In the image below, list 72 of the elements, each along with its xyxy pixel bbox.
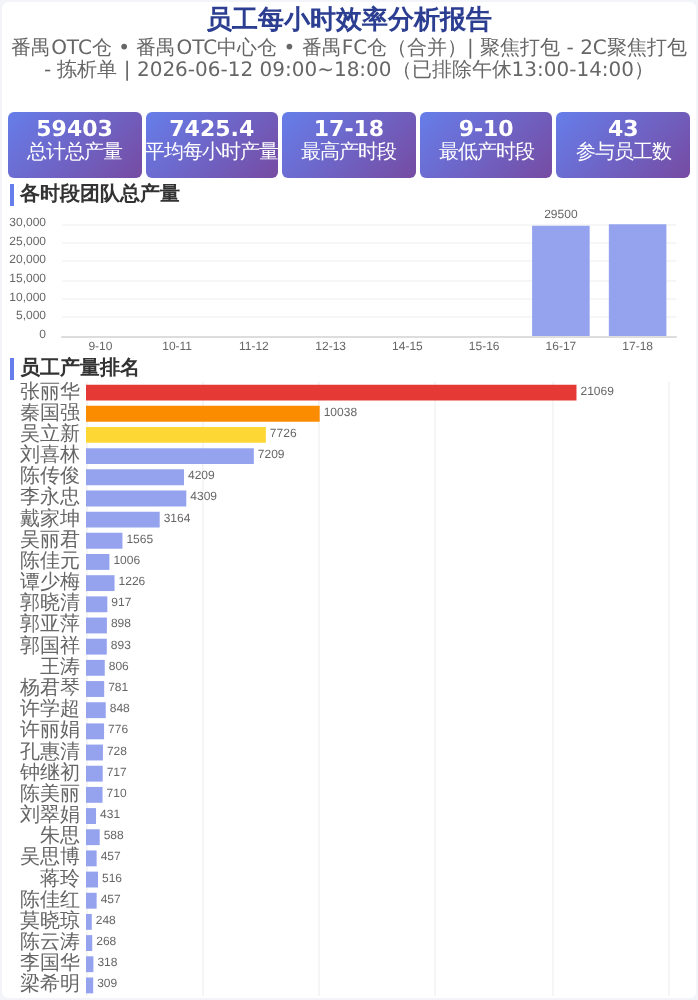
- bar: [86, 490, 187, 507]
- text: 59403: [36, 116, 115, 142]
- text: 总计总产量: [25, 142, 125, 164]
- y-tick-label: 吴丽君: [20, 529, 80, 552]
- y-tick-label: 朱思: [40, 824, 80, 849]
- bar: [86, 829, 100, 846]
- text: 最高产时段: [299, 142, 399, 164]
- bar: [86, 448, 254, 465]
- y-tick-label: 吴思博: [20, 845, 80, 870]
- bar: [86, 808, 97, 824]
- bar: [86, 617, 107, 634]
- bar: [86, 659, 105, 676]
- text: 最低产时段: [436, 142, 536, 164]
- y-tick-label: 郭国祥: [20, 633, 80, 658]
- y-tick-label: 许学超: [20, 697, 80, 722]
- text: 番禺OTC仓 • 番禺OTC中心仓 • 番禺FC仓（合并）| 聚焦打包 - 2C聚焦打包 - 拣析单 | 2026-06-12 09:00~18:00（已排除午休13:00-14:00）: [9, 38, 689, 82]
- bar: [86, 892, 97, 909]
- y-tick-label: 钟继初: [18, 760, 80, 785]
- y-tick-label: 王涛: [40, 654, 80, 679]
- text: 7425.4: [167, 116, 255, 142]
- y-tick-label: 许丽娟: [20, 718, 80, 743]
- text: 9-10: [456, 116, 514, 142]
- y-tick-label: 郭晓清: [20, 591, 80, 616]
- bar: [86, 554, 110, 570]
- bar: [86, 469, 184, 486]
- y-tick-label: 梁希明: [20, 972, 80, 997]
- y-tick-label: 吴立新: [20, 421, 80, 446]
- y-tick-label: 刘喜林: [20, 443, 80, 468]
- y-tick-label: 孔惠清: [20, 739, 80, 764]
- y-tick-label: 陈云涛: [20, 930, 80, 955]
- bar: [86, 426, 266, 443]
- bar: [86, 405, 320, 422]
- bar: [86, 913, 92, 930]
- text: 17-18: [311, 116, 387, 142]
- text: 平均每小时产量: [143, 142, 281, 164]
- y-tick-label: 陈佳红: [20, 887, 80, 912]
- bar: [86, 935, 93, 952]
- bar: [86, 765, 103, 782]
- bar: [86, 956, 94, 973]
- y-tick-label: 莫晓琼: [20, 908, 80, 933]
- bar: [86, 596, 108, 613]
- chart-title: 各时段团队总产量: [10, 184, 180, 206]
- y-tick-label: 李国华: [20, 951, 80, 976]
- text: 43: [608, 116, 641, 142]
- bar: [86, 871, 99, 888]
- y-tick-label: 蒋玲: [40, 866, 80, 891]
- y-tick-label: 秦国强: [20, 402, 80, 425]
- bar: [86, 575, 115, 592]
- y-tick-label: 张丽华: [20, 379, 80, 404]
- bar: [86, 384, 577, 401]
- bar: [86, 532, 123, 549]
- bar: [86, 511, 160, 528]
- bar: [86, 702, 106, 719]
- y-tick-label: 陈传俊: [20, 464, 80, 489]
- y-tick-label: 陈美丽: [20, 781, 80, 806]
- y-tick-label: 戴家坤: [20, 506, 80, 531]
- bar: [86, 723, 105, 740]
- chart-title: 员工产量排名: [10, 358, 140, 380]
- bar: [86, 681, 105, 697]
- y-tick-label: 郭亚萍: [20, 612, 80, 637]
- bar: [86, 786, 103, 803]
- y-tick-label: 陈佳元: [20, 548, 80, 573]
- text: 参与员工数: [573, 142, 673, 164]
- text: 员工每小时效率分析报告: [204, 6, 494, 37]
- y-tick-label: 谭少梅: [20, 570, 80, 595]
- y-tick-label: 李永忠: [20, 485, 80, 510]
- y-tick-label: 刘翠娟: [20, 803, 80, 828]
- bar: [86, 744, 103, 761]
- y-tick-label: 杨君琴: [18, 676, 80, 700]
- bar: [86, 850, 97, 867]
- bar: [86, 977, 94, 994]
- bar: [86, 638, 107, 655]
